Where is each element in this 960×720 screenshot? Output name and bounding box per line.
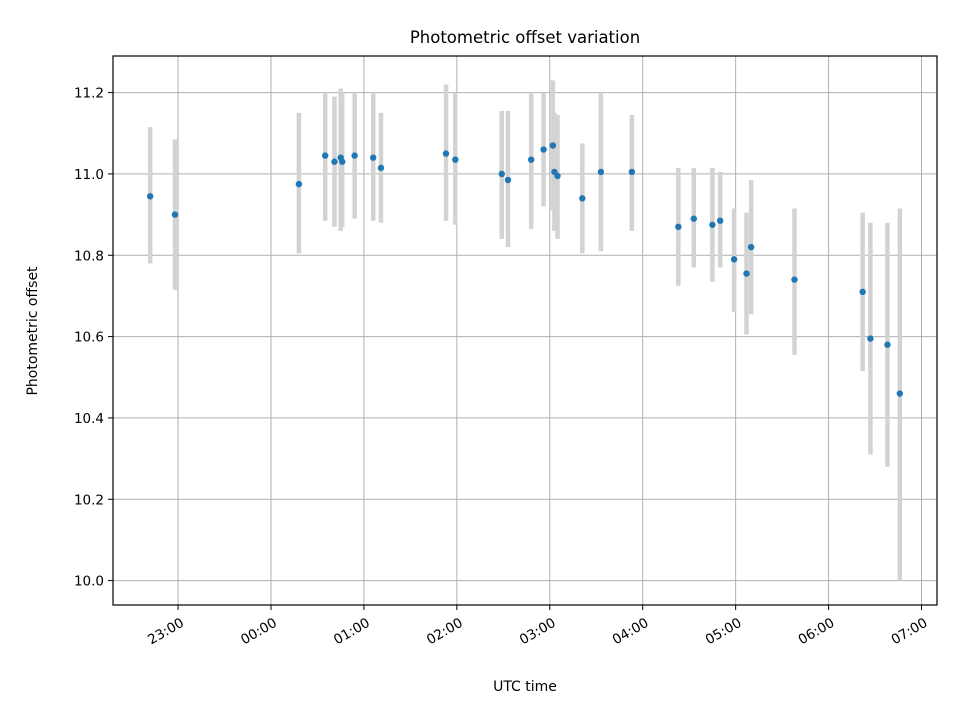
data-point [884, 341, 891, 348]
data-point [377, 164, 385, 172]
y-axis-label: Photometric offset [25, 266, 41, 396]
y-tick-label: 10.0 [74, 574, 104, 590]
y-axis-ticks: 10.0 10.2 10.4 10.6 10.8 11.0 11.2 [74, 86, 113, 590]
y-tick-label: 11.0 [74, 167, 104, 183]
data-point [321, 152, 329, 159]
x-tick-label: 01:00 [331, 615, 373, 648]
x-tick-label: 07:00 [889, 615, 931, 648]
y-tick-label: 10.2 [74, 492, 104, 508]
plot-frame [112, 55, 938, 606]
data-point [527, 156, 535, 163]
x-tick-label: 02:00 [424, 615, 466, 648]
data-point [504, 176, 512, 184]
data-point [675, 223, 682, 230]
y-tick-label: 10.8 [74, 248, 104, 264]
data-point [370, 154, 377, 161]
x-axis-ticks: 23:00 00:00 01:00 02:00 03:00 04:00 05:00 06:00… [145, 605, 930, 648]
y-tick-label: 10.6 [74, 330, 104, 346]
data-point [339, 158, 346, 165]
grid-lines [113, 56, 937, 605]
chart-title: Photometric offset variation [410, 28, 640, 47]
data-point [791, 276, 798, 283]
data-point [442, 150, 450, 157]
y-tick-label: 10.4 [74, 411, 104, 427]
data-point [730, 256, 738, 263]
x-tick-label: 03:00 [517, 615, 559, 648]
data-point [351, 152, 358, 159]
data-point [628, 168, 636, 176]
data-point [295, 180, 303, 188]
x-axis-label: UTC time [493, 679, 557, 695]
data-point [549, 142, 557, 149]
data-point [171, 211, 179, 218]
data-point [146, 193, 154, 200]
data-point [867, 335, 874, 342]
data-points [146, 142, 904, 397]
x-tick-label: 05:00 [703, 615, 745, 648]
data-point [709, 221, 716, 228]
y-tick-label: 11.2 [74, 86, 104, 102]
data-point [747, 243, 755, 251]
data-point [896, 390, 904, 397]
data-point [690, 215, 698, 222]
x-tick-label: 06:00 [796, 615, 838, 648]
data-point [498, 170, 505, 178]
data-point [716, 217, 724, 224]
data-point [452, 156, 459, 163]
data-point [540, 146, 547, 153]
data-point [331, 158, 338, 165]
data-point [597, 168, 605, 176]
x-tick-label: 00:00 [238, 615, 280, 648]
error-bars [147, 80, 903, 581]
data-point [859, 288, 866, 296]
x-tick-label: 04:00 [610, 615, 652, 648]
data-point [554, 172, 561, 180]
x-tick-label: 23:00 [145, 615, 187, 648]
data-point [743, 270, 750, 277]
data-point [579, 195, 586, 202]
